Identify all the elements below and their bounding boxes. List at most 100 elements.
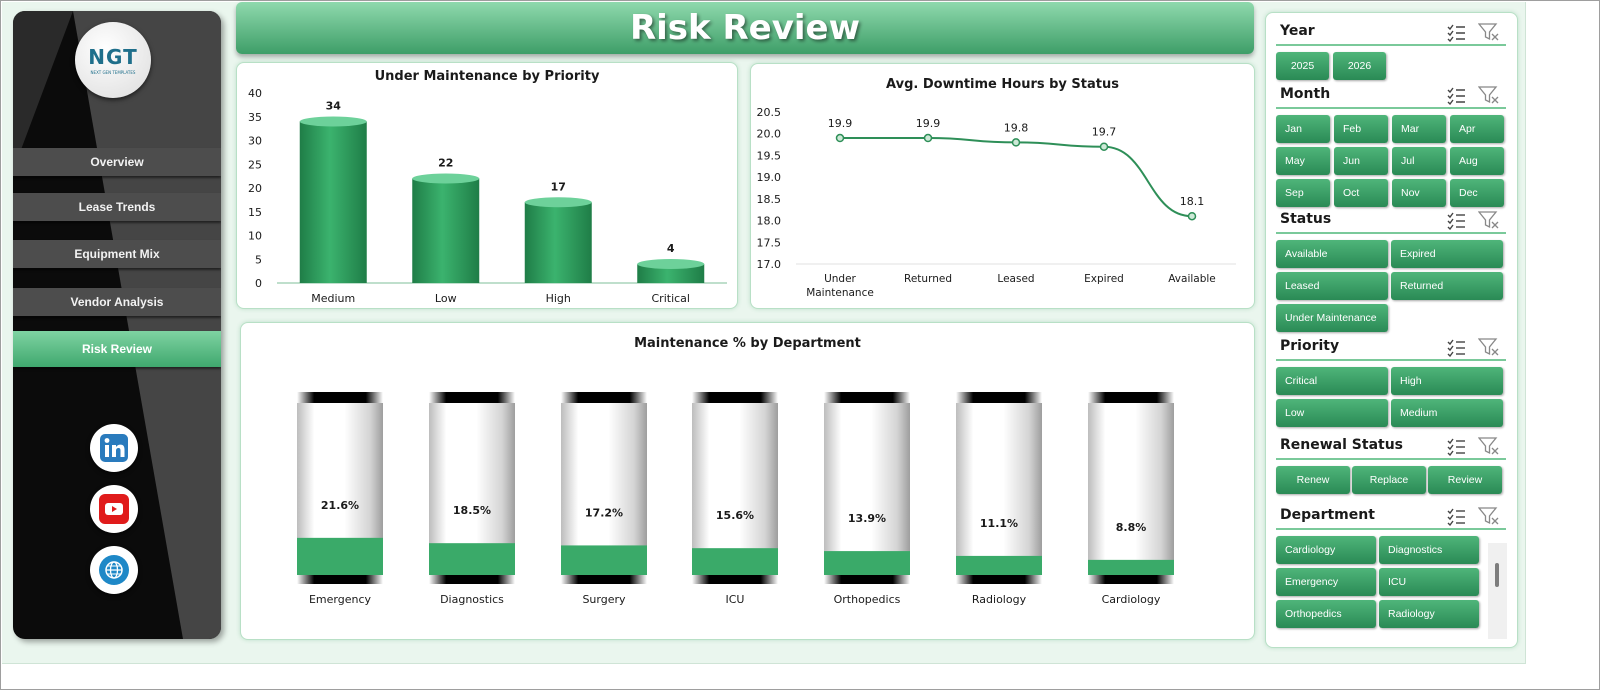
tube-bottom-cap [956, 575, 1042, 584]
data-label: 15.6% [716, 509, 754, 522]
tube-bottom-cap [692, 575, 778, 584]
multi-select-icon[interactable] [1446, 436, 1466, 457]
linkedin-button[interactable] [90, 424, 138, 472]
multi-select-icon[interactable] [1446, 85, 1466, 106]
slicer-item-status[interactable]: Leased [1276, 272, 1388, 300]
slicer-item-month[interactable]: Oct [1334, 179, 1388, 207]
nav-vendor-analysis[interactable]: Vendor Analysis [13, 288, 221, 316]
slicer-item-department[interactable]: Orthopedics [1276, 600, 1376, 628]
clear-filter-icon[interactable] [1477, 210, 1499, 230]
slicer-item-department[interactable]: Emergency [1276, 568, 1376, 596]
bar-critical [637, 264, 705, 283]
clear-filter-icon[interactable] [1477, 85, 1499, 105]
slicer-item-priority[interactable]: High [1391, 367, 1503, 395]
nav-risk-review[interactable]: Risk Review [13, 331, 221, 367]
slicer-item-priority[interactable]: Medium [1391, 399, 1503, 427]
logo-text: NGT [88, 45, 138, 69]
x-tick-label: Radiology [972, 593, 1027, 606]
y-tick-label: 10 [248, 230, 262, 243]
slicer-item-month[interactable]: Aug [1450, 147, 1504, 175]
x-tick-label: Diagnostics [440, 593, 504, 606]
slicer-item-month[interactable]: Jul [1392, 147, 1446, 175]
data-label: 13.9% [848, 512, 886, 525]
slicer-title: Month [1280, 86, 1331, 102]
y-tick-label: 17.0 [757, 258, 782, 271]
multi-select-icon[interactable] [1446, 210, 1466, 231]
multi-select-icon[interactable] [1446, 506, 1466, 527]
slicer-item-department[interactable]: Cardiology [1276, 536, 1376, 564]
data-label: 4 [667, 242, 675, 255]
slicer-item-year[interactable]: 2025 [1276, 52, 1329, 80]
clear-filter-icon[interactable] [1477, 506, 1499, 526]
page-title-banner: Risk Review [236, 2, 1254, 54]
data-label: 18.1 [1180, 195, 1205, 208]
nav-equipment-mix[interactable]: Equipment Mix [13, 240, 221, 268]
multi-select-icon[interactable] [1446, 337, 1466, 358]
department-scrollbar[interactable] [1488, 543, 1507, 639]
slicer-item-renewal-status[interactable]: Renew [1276, 466, 1350, 494]
slicer-item-status[interactable]: Expired [1391, 240, 1503, 268]
y-tick-label: 20.5 [757, 106, 782, 119]
tube-top-cap [956, 392, 1042, 403]
x-tick-label: Orthopedics [834, 593, 901, 606]
logo-tagline: NEXT GEN TEMPLATES [90, 70, 136, 75]
nav-lease-trends[interactable]: Lease Trends [13, 193, 221, 221]
page-title: Risk Review [629, 8, 861, 48]
under-maintenance-chart: 0 5 10 15 20 25 30 35 40 34 Medium 22 Low 17 High 4 Crit… [248, 87, 727, 305]
data-label: 11.1% [980, 517, 1018, 530]
tube-bottom-cap [1088, 575, 1174, 584]
slicer-item-month[interactable]: Jun [1334, 147, 1388, 175]
multi-select-icon[interactable] [1446, 22, 1466, 43]
y-tick-label: 17.5 [757, 236, 782, 249]
bar-cap [524, 197, 592, 208]
x-tick-label: Medium [311, 292, 355, 305]
slicer-header-status: Status [1276, 208, 1506, 234]
slicer-item-department[interactable]: Radiology [1379, 600, 1479, 628]
slicer-item-month[interactable]: Apr [1450, 115, 1504, 143]
slicer-item-year[interactable]: 2026 [1333, 52, 1386, 80]
slicer-item-priority[interactable]: Low [1276, 399, 1388, 427]
slicer-item-month[interactable]: Sep [1276, 179, 1330, 207]
slicer-item-priority[interactable]: Critical [1276, 367, 1388, 395]
fill-bar [956, 555, 1042, 575]
slicer-item-status[interactable]: Available [1276, 240, 1388, 268]
slicer-item-month[interactable]: Dec [1450, 179, 1504, 207]
bar-high [524, 202, 592, 283]
tube-bottom-cap [824, 575, 910, 584]
slicer-item-status[interactable]: Returned [1391, 272, 1503, 300]
slicer-item-month[interactable]: Nov [1392, 179, 1446, 207]
fill-bar [297, 537, 383, 575]
fill-bar [692, 548, 778, 575]
slicer-item-renewal-status[interactable]: Replace [1352, 466, 1426, 494]
fill-bar [561, 545, 647, 575]
data-label: 19.9 [828, 117, 853, 130]
clear-filter-icon[interactable] [1477, 22, 1499, 42]
y-tick-label: 35 [248, 111, 262, 124]
data-label: 17.2% [585, 506, 623, 519]
bar-cap [412, 173, 480, 184]
slicer-item-month[interactable]: Feb [1334, 115, 1388, 143]
slicer-item-status[interactable]: Under Maintenance [1276, 304, 1388, 332]
data-label: 17 [551, 180, 566, 193]
scrollbar-thumb[interactable] [1495, 563, 1499, 587]
data-point [1099, 142, 1109, 151]
clear-filter-icon[interactable] [1477, 436, 1499, 456]
fill-bar [429, 543, 515, 575]
nav-overview[interactable]: Overview [13, 148, 221, 176]
slicer-item-department[interactable]: Diagnostics [1379, 536, 1479, 564]
slicer-item-department[interactable]: ICU [1379, 568, 1479, 596]
tube-top-cap [429, 392, 515, 403]
website-button[interactable] [90, 546, 138, 594]
youtube-button[interactable] [90, 485, 138, 533]
y-tick-label: 25 [248, 158, 262, 171]
slicer-item-month[interactable]: Jan [1276, 115, 1330, 143]
clear-filter-icon[interactable] [1477, 337, 1499, 357]
slicer-item-renewal-status[interactable]: Review [1428, 466, 1502, 494]
x-tick-label: Critical [652, 292, 690, 305]
bar-cap [299, 116, 367, 127]
y-tick-label: 40 [248, 87, 262, 100]
tube-top-cap [692, 392, 778, 403]
slicer-item-month[interactable]: Mar [1392, 115, 1446, 143]
slicer-item-month[interactable]: May [1276, 147, 1330, 175]
bar-medium [299, 121, 367, 283]
